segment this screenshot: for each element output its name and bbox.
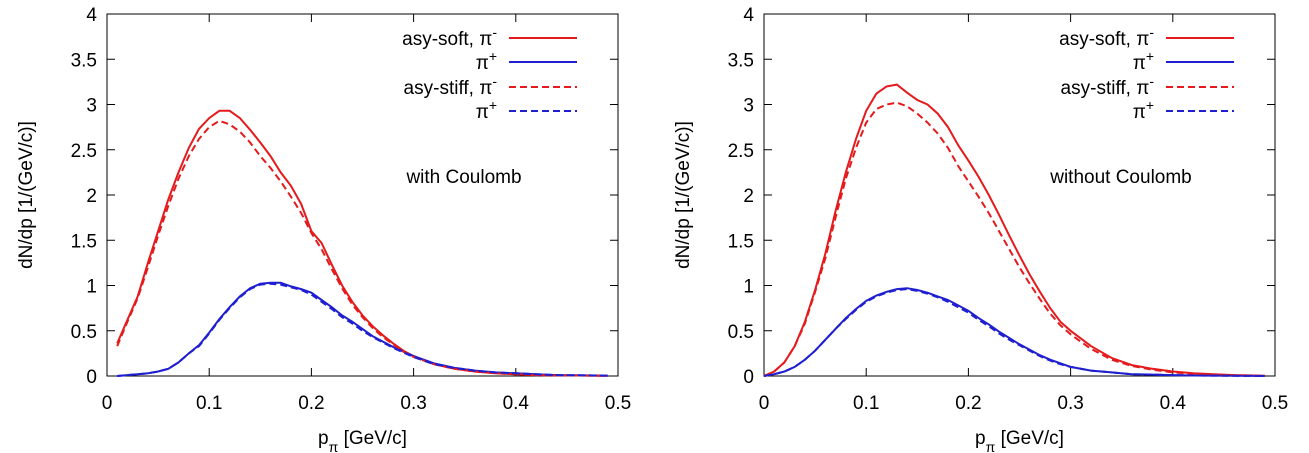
series-line-3 [116,119,608,377]
legend-label: asy-soft, π- [402,24,497,50]
y-tick-label: 0 [743,367,754,388]
x-tick-label: 0.1 [196,393,222,414]
legend-label: asy-soft, π- [1059,24,1154,50]
annotation-text: with Coulomb [405,167,521,188]
annotation-text: without Coulomb [1049,167,1192,188]
x-axis-label: pπ [GeV/c] [975,428,1064,453]
legend-label: π+ [1133,97,1154,123]
y-tick-label: 1 [86,277,97,298]
y-tick-label: 0 [86,367,97,388]
y-axis-label: dN/dp [1/(GeV/c)] [673,121,694,269]
x-axis-label: pπ [GeV/c] [318,428,407,453]
chart-panel-2: 0 0.5 1 1.5 2 2.5 3 3.5 4 0 0.1 0.2 0.3 0.4 0.5 pπ [GeV… [673,5,1288,453]
x-tick-label: 0.2 [298,393,324,414]
legend-label: π+ [476,97,497,123]
y-tick-label: 2 [743,186,754,207]
series-line-3 [763,101,1265,377]
series-line-1 [116,109,608,377]
x-tick-label: 0.5 [1262,393,1288,414]
y-tick-label: 3 [743,96,754,117]
legend-label: asy-stiff, π- [404,73,498,99]
y-tick-label: 4 [86,5,97,26]
x-tick-label: 0.5 [605,393,631,414]
y-tick-label: 3 [86,96,97,117]
plot-frame [106,13,619,377]
y-tick-label: 2 [86,186,97,207]
x-tick-label: 0.4 [503,393,530,414]
legend-label: π+ [476,48,497,74]
y-axis-label: dN/dp [1/(GeV/c)] [16,121,37,269]
x-tick-label: 0.4 [1160,393,1187,414]
series-line-1 [763,83,1265,377]
x-tick-label: 0 [759,393,770,414]
legend-label: asy-stiff, π- [1061,73,1155,99]
x-tick-label: 0 [102,393,113,414]
x-tick-label: 0.2 [955,393,981,414]
y-tick-label: 0.5 [71,322,97,343]
y-tick-label: 3.5 [71,50,97,71]
y-tick-label: 1.5 [728,231,754,252]
y-tick-label: 1 [743,277,754,298]
chart-panel-1: 0 0.5 1 1.5 2 2.5 3 3.5 4 0 0.1 0.2 0.3 0.4 0.5 pπ [GeV… [16,5,631,453]
x-tick-label: 0.3 [1057,393,1083,414]
series-line-4 [117,282,608,377]
series-line-2 [763,287,1265,377]
x-tick-label: 0.1 [853,393,879,414]
y-tick-label: 4 [743,5,754,26]
y-tick-label: 0.5 [728,322,754,343]
y-tick-label: 1.5 [71,231,97,252]
x-tick-label: 0.3 [400,393,426,414]
legend-label: π+ [1133,48,1154,74]
y-tick-label: 2.5 [728,141,754,162]
series-line-4 [763,288,1265,377]
series-line-2 [117,281,608,377]
y-tick-label: 2.5 [71,141,97,162]
y-tick-label: 3.5 [728,50,754,71]
